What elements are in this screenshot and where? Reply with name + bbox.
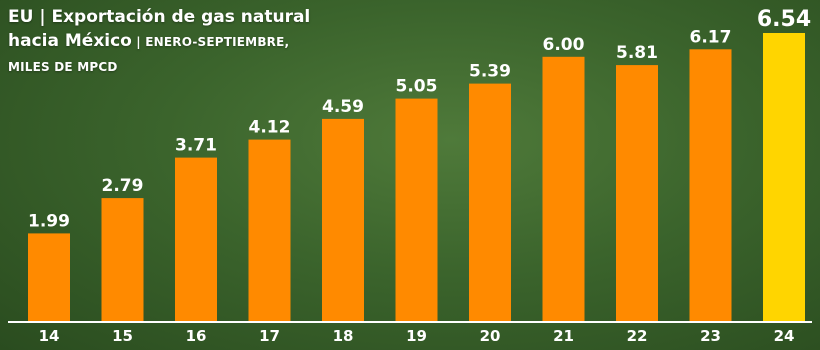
- bar-14: [28, 233, 70, 321]
- bar-24: [763, 33, 805, 321]
- bar-16: [175, 158, 217, 321]
- x-tick-label-24: 24: [774, 327, 795, 345]
- bar-17: [249, 140, 291, 321]
- x-tick-label-14: 14: [39, 327, 60, 345]
- value-label-19: 5.05: [396, 77, 438, 97]
- x-tick-label-15: 15: [112, 327, 133, 345]
- bar-21: [543, 57, 585, 321]
- value-label-18: 4.59: [322, 97, 364, 117]
- bar-19: [396, 99, 438, 321]
- bar-23: [690, 49, 732, 321]
- x-tick-label-23: 23: [700, 327, 721, 345]
- value-label-15: 2.79: [102, 176, 144, 196]
- x-tick-label-20: 20: [480, 327, 501, 345]
- value-label-24: 6.54: [757, 7, 811, 32]
- x-tick-label-21: 21: [553, 327, 574, 345]
- x-tick-label-19: 19: [406, 327, 427, 345]
- bar-20: [469, 84, 511, 321]
- x-tick-label-17: 17: [259, 327, 280, 345]
- bar-15: [102, 198, 144, 321]
- value-label-22: 5.81: [616, 43, 658, 63]
- value-label-17: 4.12: [249, 118, 291, 138]
- value-label-23: 6.17: [690, 27, 732, 47]
- bar-22: [616, 65, 658, 321]
- value-label-20: 5.39: [469, 62, 511, 82]
- value-label-14: 1.99: [28, 211, 70, 231]
- bar-18: [322, 119, 364, 321]
- x-tick-label-18: 18: [333, 327, 354, 345]
- value-label-16: 3.71: [175, 136, 217, 156]
- x-tick-label-22: 22: [627, 327, 648, 345]
- value-label-21: 6.00: [543, 35, 585, 55]
- x-tick-label-16: 16: [186, 327, 207, 345]
